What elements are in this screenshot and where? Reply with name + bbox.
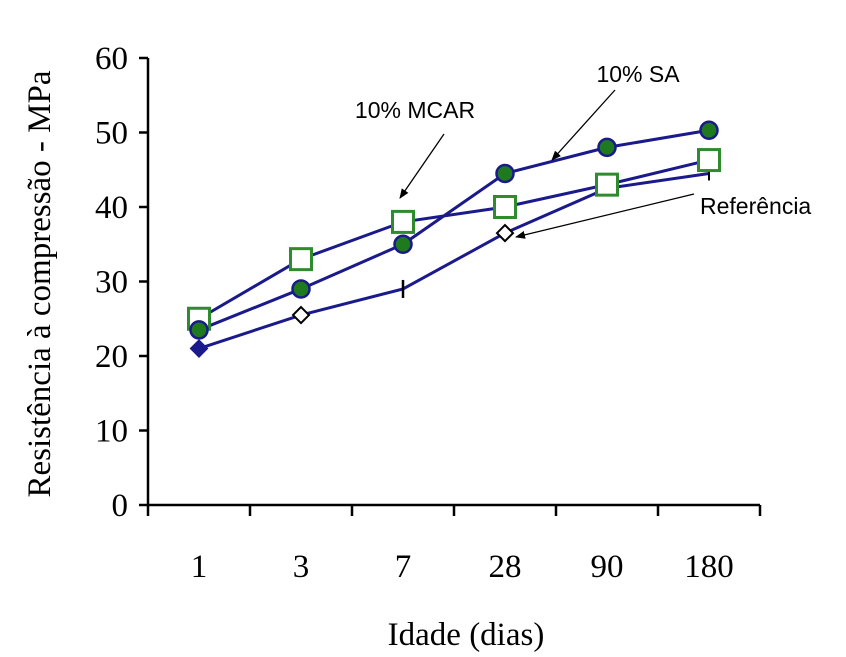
- x-axis-title: Idade (dias): [388, 617, 545, 653]
- data-point-10-sa: [699, 120, 719, 141]
- annotation-arrow-refer-ncia: [515, 193, 695, 239]
- x-tick-label: 3: [293, 549, 310, 585]
- axes: 0 10 20 30 40 50 60 1 3 7 28 90 180: [95, 41, 762, 585]
- y-tick-label: 0: [112, 488, 129, 524]
- annotations: 10% MCAR 10% SA Referência: [355, 61, 811, 239]
- data-point-refer-ncia: [291, 305, 311, 325]
- data-point-10-sa: [189, 320, 209, 340]
- series-line-10-mcar: [198, 158, 710, 321]
- x-tick-label: 180: [684, 549, 734, 585]
- y-tick-label: 50: [95, 116, 128, 152]
- data-point-10-mcar: [595, 172, 619, 197]
- data-point-10-mcar: [493, 195, 517, 219]
- x-tick-label: 1: [191, 549, 208, 585]
- annotation-label-refer-ncia: Referência: [700, 193, 811, 219]
- x-tick-label: 28: [489, 549, 522, 585]
- annotation-label-10-mcar: 10% MCAR: [355, 97, 475, 123]
- x-tick-label: 7: [395, 549, 412, 585]
- annotation-arrow-10-mcar: [399, 133, 445, 199]
- y-axis-title: Resistência à compressão - MPa: [22, 70, 58, 497]
- y-tick-label: 30: [95, 265, 128, 301]
- data-point-10-sa: [597, 137, 617, 158]
- data-point-refer-ncia: [189, 339, 209, 358]
- data-point-10-mcar: [391, 209, 415, 234]
- x-tick-label: 90: [591, 549, 624, 585]
- series-line-refer-ncia: [198, 171, 710, 350]
- data-point-10-sa: [495, 163, 515, 184]
- data-point-10-mcar: [289, 247, 313, 272]
- data-point-10-sa: [291, 279, 311, 299]
- y-tick-label: 40: [95, 190, 128, 226]
- annotation-arrow-10-sa: [551, 89, 616, 161]
- data-point-refer-ncia: [495, 223, 515, 243]
- data-point-10-sa: [393, 234, 413, 254]
- series-line-10-sa: [198, 128, 710, 332]
- data-point-10-mcar: [697, 148, 721, 173]
- y-tick-label: 60: [95, 41, 128, 77]
- y-tick-label: 20: [95, 339, 128, 375]
- annotation-label-10-sa: 10% SA: [596, 61, 680, 87]
- series-markers: [187, 120, 721, 358]
- series-lines: [198, 128, 710, 350]
- y-tick-label: 10: [95, 414, 128, 450]
